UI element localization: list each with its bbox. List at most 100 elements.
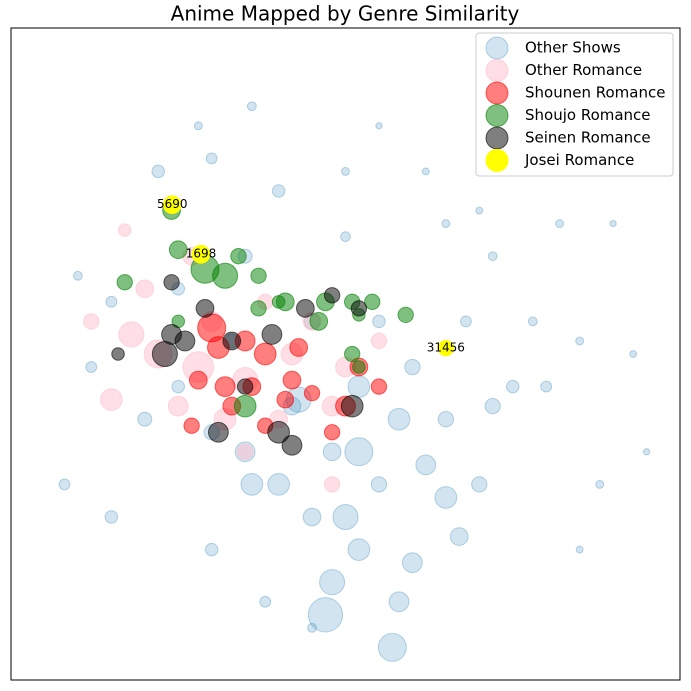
point [629,350,638,358]
point [322,442,342,462]
point [250,300,267,317]
point [271,184,286,198]
point [253,342,277,366]
point [370,378,388,395]
point [259,595,272,608]
point [72,270,83,281]
point [58,478,71,491]
point [168,240,188,260]
point [370,476,388,493]
point [397,306,414,324]
point [275,292,295,312]
point [344,345,361,363]
legend-box [475,32,674,177]
point [364,293,381,311]
legend-marker [485,126,509,150]
point [183,417,200,434]
point [642,448,651,456]
point [387,407,411,431]
point [388,591,410,613]
point [116,274,133,291]
legend-marker [485,81,509,105]
point [174,330,196,352]
point [230,248,247,265]
point [135,279,155,299]
point [437,339,455,357]
legend-label: Seinen Romance [525,129,651,147]
point [204,542,219,557]
point [350,300,368,317]
point [111,347,125,361]
point [236,443,254,460]
point [434,486,458,509]
legend-label: Shoujo Romance [525,106,651,124]
point [323,287,341,304]
legend-marker [485,104,509,127]
legend-label: Other Shows [525,39,621,57]
plot-frame [10,27,681,681]
point [323,424,341,441]
point [289,338,309,357]
point [214,376,236,397]
point [441,219,451,229]
legend: Other Shows Other Romance Shounen Romance S… [475,32,674,177]
point [233,394,257,418]
point [415,454,437,476]
point [505,379,520,394]
point [167,395,189,417]
point [437,411,455,428]
point [341,166,350,176]
point-label: 5690 [157,197,188,211]
point [151,340,178,368]
point [261,324,283,345]
point [484,397,501,415]
point [404,358,421,376]
point [344,437,374,467]
point [191,244,211,264]
point [118,321,145,348]
point [205,152,218,165]
point [282,370,302,390]
point [267,420,290,444]
point [250,267,267,284]
point [137,411,153,427]
point [246,101,257,112]
point [188,370,208,390]
point [319,569,346,596]
point [83,313,100,330]
point [340,394,364,418]
point [151,164,165,179]
point [459,315,472,328]
point [352,360,366,374]
point [555,219,565,229]
point [421,167,430,176]
point [276,390,295,409]
legend-marker [485,149,509,172]
legend-label: Josei Romance [524,151,634,169]
point [527,316,538,327]
point-label: 31456 [427,341,465,355]
point [171,379,186,394]
point [162,195,182,215]
point [240,473,264,496]
point [375,122,383,130]
point [377,632,407,662]
legend-marker [485,36,509,60]
point [323,476,341,493]
point [105,295,118,308]
point [347,538,371,561]
point [402,552,423,574]
point [487,251,498,262]
point [212,262,239,289]
point [302,507,322,527]
point [575,336,585,346]
point [207,421,229,443]
points: 5690 1698 31456 [58,101,651,662]
point [540,380,553,393]
point [332,503,359,531]
point [85,361,98,373]
point [163,274,180,291]
point [372,314,386,329]
legend-label: Shounen Romance [525,84,665,102]
